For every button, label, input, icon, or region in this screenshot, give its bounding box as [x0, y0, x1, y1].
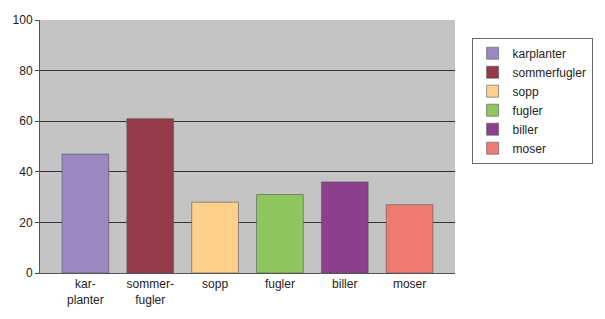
svg-text:sommerfugler: sommerfugler: [513, 66, 586, 80]
svg-text:biller: biller: [513, 123, 538, 137]
svg-text:60: 60: [19, 114, 33, 128]
svg-text:20: 20: [19, 216, 33, 230]
svg-text:moser: moser: [393, 277, 426, 291]
svg-text:sopp: sopp: [513, 85, 539, 99]
svg-text:kar-planter: kar-planter: [67, 277, 104, 307]
svg-text:sopp: sopp: [202, 277, 228, 291]
svg-text:0: 0: [26, 266, 33, 280]
svg-text:karplanter: karplanter: [513, 47, 566, 61]
svg-text:40: 40: [19, 165, 33, 179]
svg-text:fugler: fugler: [513, 104, 543, 118]
svg-text:fugler: fugler: [265, 277, 295, 291]
svg-text:moser: moser: [513, 142, 546, 156]
svg-text:80: 80: [19, 64, 33, 78]
svg-text:sommer-fugler: sommer-fugler: [127, 277, 174, 307]
svg-text:biller: biller: [332, 277, 357, 291]
svg-text:100: 100: [13, 13, 33, 27]
